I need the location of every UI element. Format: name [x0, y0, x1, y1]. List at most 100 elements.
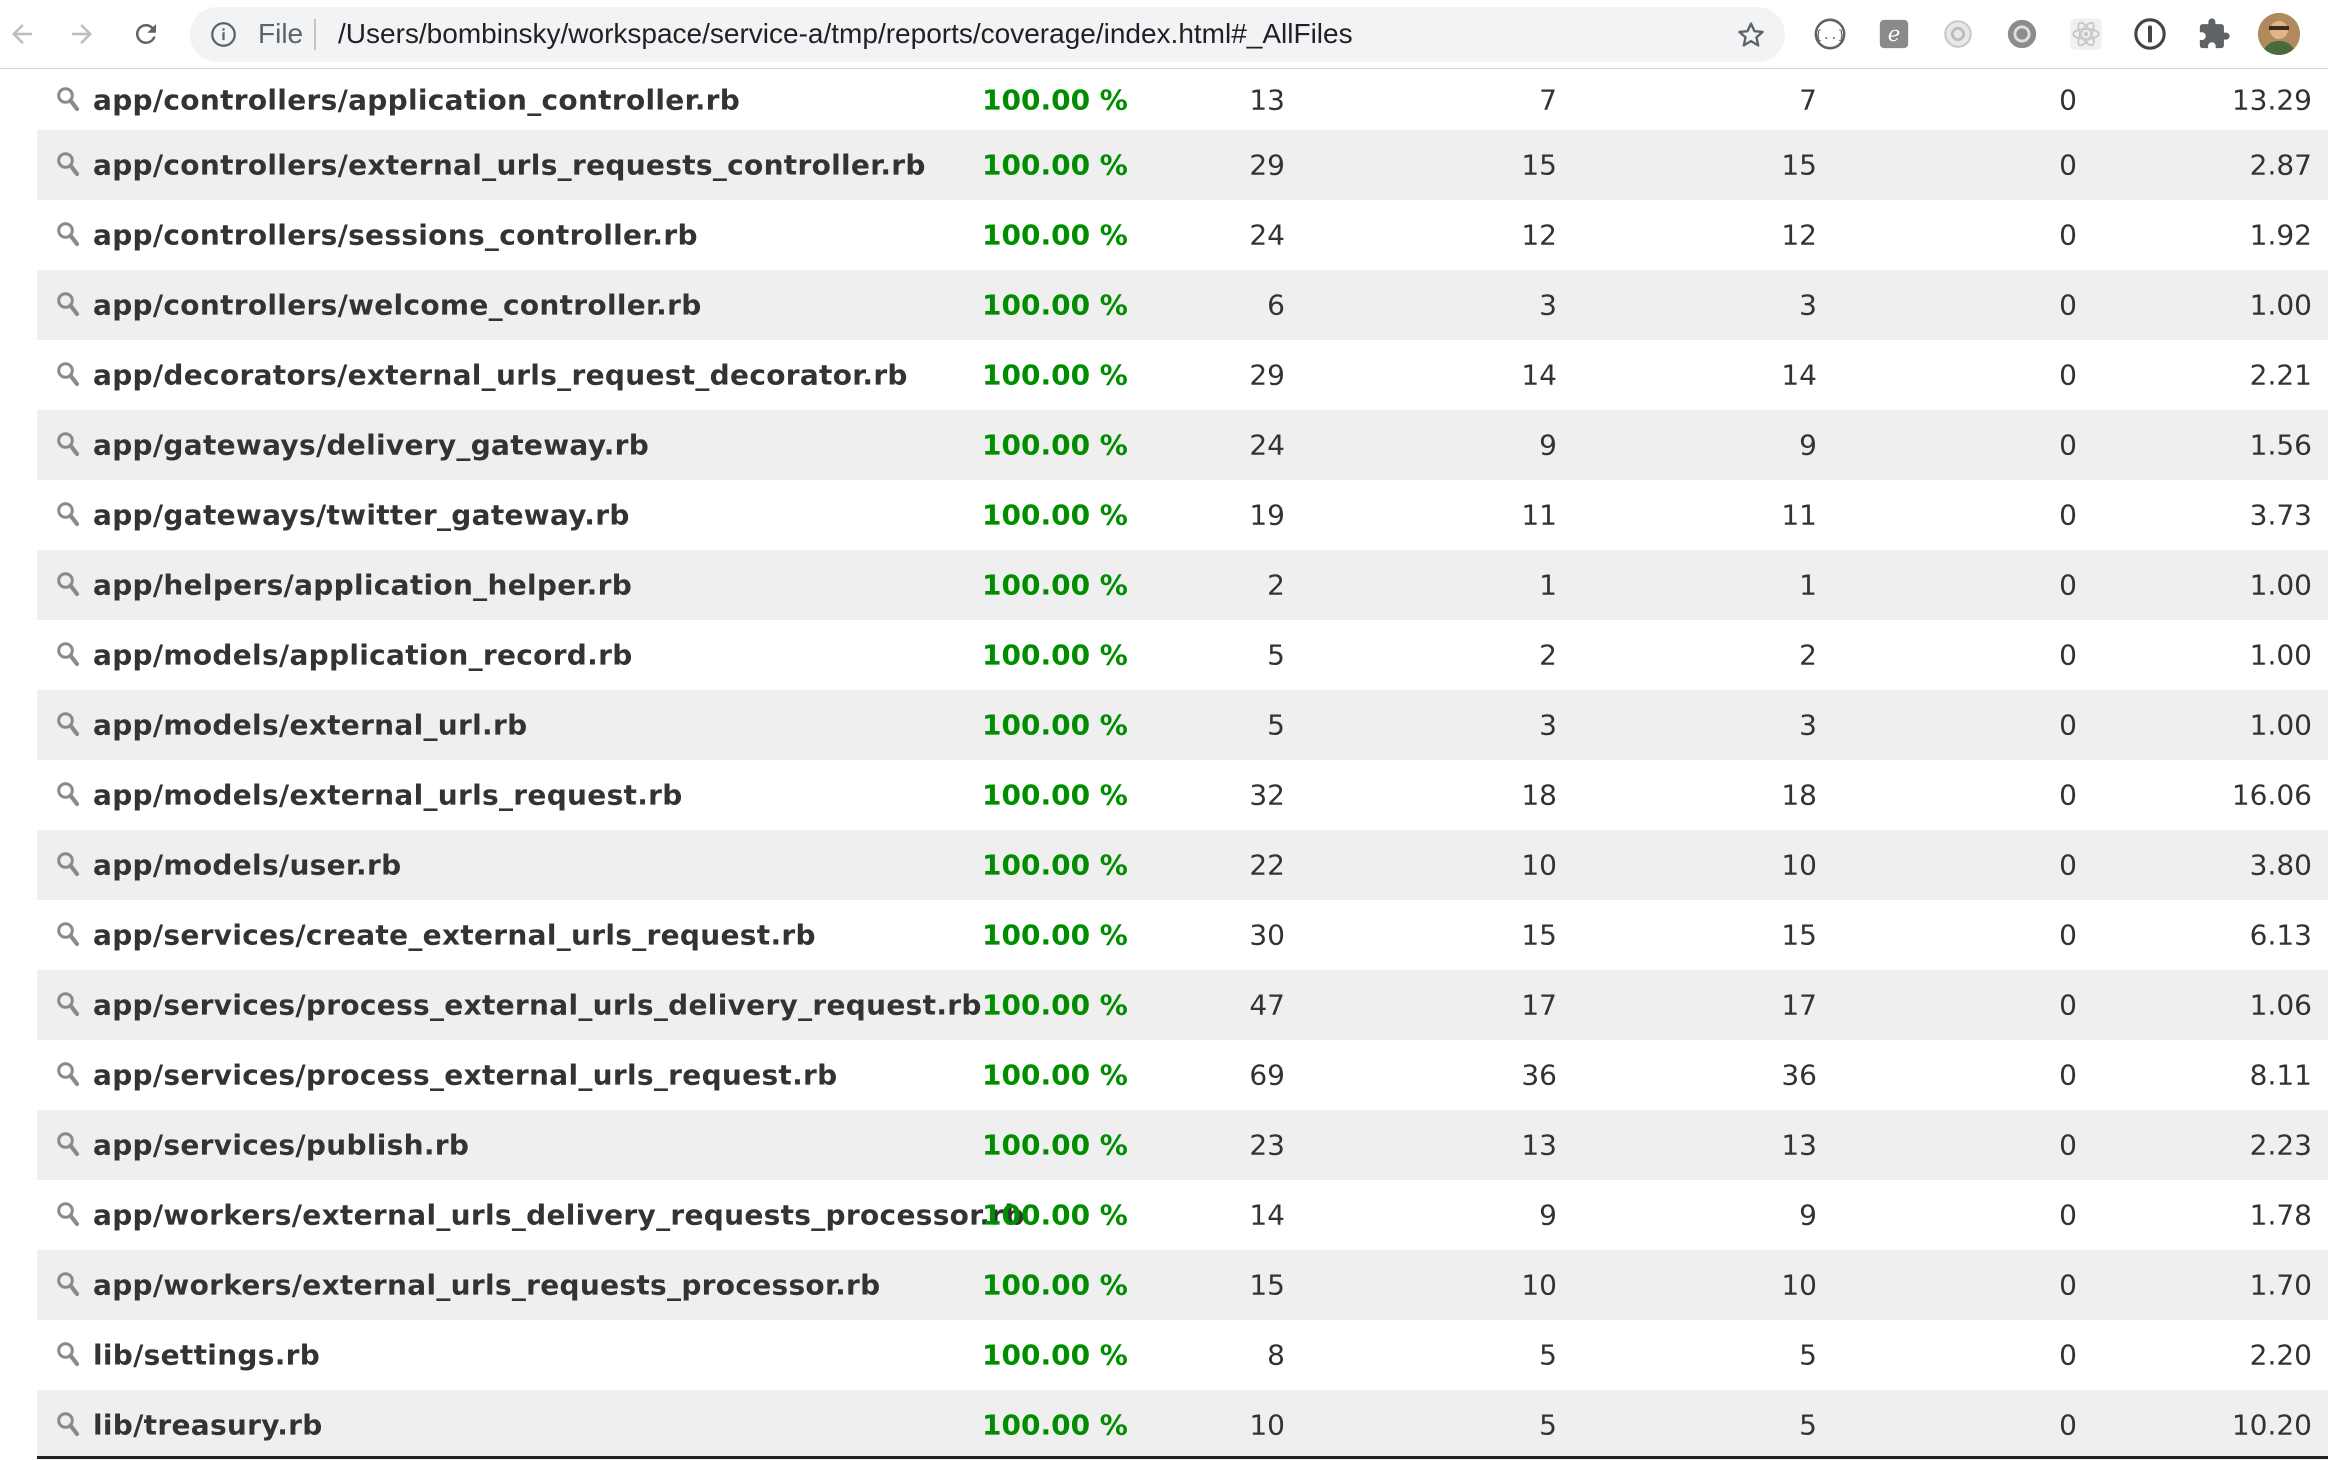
avg-hits-per-line: 6.13: [2249, 918, 2312, 952]
avg-hits-per-line: 1.56: [2249, 428, 2312, 462]
table-row[interactable]: app/decorators/external_urls_request_dec…: [37, 340, 2328, 410]
json-viewer-icon[interactable]: {..}: [1812, 16, 1848, 52]
relevant-lines: 7: [1539, 83, 1557, 116]
table-row[interactable]: lib/treasury.rb 100.00 % 10 5 5 0 10.20: [37, 1390, 2328, 1460]
magnifier-icon[interactable]: [56, 1201, 80, 1229]
coverage-percent: 100.00 %: [982, 1268, 1128, 1302]
table-row[interactable]: app/workers/external_urls_delivery_reque…: [37, 1180, 2328, 1250]
avg-hits-per-line: 1.06: [2249, 988, 2312, 1022]
relevant-lines: 14: [1521, 358, 1557, 392]
coverage-percent: 100.00 %: [982, 358, 1128, 392]
table-row[interactable]: app/services/process_external_urls_deliv…: [37, 970, 2328, 1040]
lines-count: 69: [1249, 1058, 1285, 1092]
table-row[interactable]: app/models/external_urls_request.rb 100.0…: [37, 760, 2328, 830]
magnifier-icon[interactable]: [56, 86, 80, 114]
file-name-link[interactable]: app/controllers/application_controller.r…: [93, 83, 741, 116]
file-name-link[interactable]: app/gateways/twitter_gateway.rb: [93, 498, 630, 532]
avg-hits-per-line: 10.20: [2231, 1408, 2312, 1442]
magnifier-icon[interactable]: [56, 571, 80, 599]
forward-button[interactable]: [60, 12, 104, 56]
theme-icon[interactable]: [2004, 16, 2040, 52]
table-row[interactable]: app/gateways/delivery_gateway.rb 100.00 %…: [37, 410, 2328, 480]
magnifier-icon[interactable]: [56, 361, 80, 389]
table-row[interactable]: app/helpers/application_helper.rb 100.00 …: [37, 550, 2328, 620]
table-row[interactable]: app/services/create_external_urls_reques…: [37, 900, 2328, 970]
coverage-table: app/controllers/application_controller.r…: [37, 69, 2328, 1460]
file-name-link[interactable]: app/services/publish.rb: [93, 1128, 470, 1162]
arrow-left-icon: [12, 24, 32, 44]
file-name-link[interactable]: app/workers/external_urls_requests_proce…: [93, 1268, 881, 1302]
table-row[interactable]: app/models/external_url.rb 100.00 % 5 3 3 0 1.…: [37, 690, 2328, 760]
react-devtools-icon[interactable]: [2068, 16, 2104, 52]
magnifier-icon[interactable]: [56, 921, 80, 949]
avg-hits-per-line: 3.73: [2249, 498, 2312, 532]
coverage-percent: 100.00 %: [982, 988, 1128, 1022]
file-name-link[interactable]: app/models/user.rb: [93, 848, 402, 882]
table-row[interactable]: lib/settings.rb 100.00 % 8 5 5 0 2.20: [37, 1320, 2328, 1390]
address-bar[interactable]: File /Users/bombinsky/workspace/service-…: [190, 7, 1785, 62]
reload-button[interactable]: [124, 12, 168, 56]
relevant-lines: 9: [1539, 1198, 1557, 1232]
file-name-link[interactable]: app/services/create_external_urls_reques…: [93, 918, 816, 952]
table-row[interactable]: app/gateways/twitter_gateway.rb 100.00 % 1…: [37, 480, 2328, 550]
info-icon[interactable]: [210, 21, 237, 48]
magnifier-icon[interactable]: [56, 501, 80, 529]
file-name-link[interactable]: app/services/process_external_urls_reque…: [93, 1058, 838, 1092]
camera-icon[interactable]: [1940, 16, 1976, 52]
file-name-link[interactable]: app/helpers/application_helper.rb: [93, 568, 633, 602]
missed-lines: 0: [2059, 778, 2077, 812]
magnifier-icon[interactable]: [56, 991, 80, 1019]
relevant-lines: 13: [1521, 1128, 1557, 1162]
magnifier-icon[interactable]: [56, 1411, 80, 1439]
file-name-link[interactable]: app/services/process_external_urls_deliv…: [93, 988, 982, 1022]
file-name-link[interactable]: app/models/external_urls_request.rb: [93, 778, 683, 812]
avatar[interactable]: [2258, 13, 2300, 55]
file-name-link[interactable]: app/controllers/external_urls_requests_c…: [93, 148, 926, 182]
table-row[interactable]: app/controllers/external_urls_requests_c…: [37, 130, 2328, 200]
magnifier-icon[interactable]: [56, 221, 80, 249]
password-manager-icon[interactable]: [2132, 16, 2168, 52]
file-name-link[interactable]: lib/settings.rb: [93, 1338, 321, 1372]
magnifier-icon[interactable]: [56, 151, 80, 179]
file-name-link[interactable]: lib/treasury.rb: [93, 1408, 323, 1442]
puzzle-icon[interactable]: [2196, 16, 2232, 52]
table-row[interactable]: app/models/user.rb 100.00 % 22 10 10 0 3.80: [37, 830, 2328, 900]
magnifier-icon[interactable]: [56, 431, 80, 459]
covered-lines: 18: [1781, 778, 1817, 812]
magnifier-icon[interactable]: [56, 1271, 80, 1299]
magnifier-icon[interactable]: [56, 291, 80, 319]
magnifier-icon[interactable]: [56, 1061, 80, 1089]
magnifier-icon[interactable]: [56, 1341, 80, 1369]
file-name-link[interactable]: app/models/application_record.rb: [93, 638, 633, 672]
table-row[interactable]: app/services/process_external_urls_reque…: [37, 1040, 2328, 1110]
magnifier-icon[interactable]: [56, 711, 80, 739]
file-name-link[interactable]: app/decorators/external_urls_request_dec…: [93, 358, 908, 392]
url-text[interactable]: /Users/bombinsky/workspace/service-a/tmp…: [338, 18, 1353, 49]
file-name-link[interactable]: app/controllers/welcome_controller.rb: [93, 288, 702, 322]
magnifier-icon[interactable]: [56, 781, 80, 809]
magnifier-icon[interactable]: [56, 1131, 80, 1159]
lines-count: 2: [1267, 568, 1285, 602]
file-name-link[interactable]: app/models/external_url.rb: [93, 708, 528, 742]
back-button[interactable]: [0, 12, 44, 56]
relevant-lines: 12: [1521, 218, 1557, 252]
table-row[interactable]: app/controllers/application_controller.r…: [37, 69, 2328, 130]
table-row[interactable]: app/controllers/welcome_controller.rb 100…: [37, 270, 2328, 340]
relevant-lines: 11: [1521, 498, 1557, 532]
avg-hits-per-line: 8.11: [2249, 1058, 2312, 1092]
table-row[interactable]: app/controllers/sessions_controller.rb 10…: [37, 200, 2328, 270]
bookmark-star-icon[interactable]: [1735, 19, 1767, 51]
relevant-lines: 15: [1521, 148, 1557, 182]
file-name-link[interactable]: app/controllers/sessions_controller.rb: [93, 218, 698, 252]
file-name-link[interactable]: app/gateways/delivery_gateway.rb: [93, 428, 650, 462]
table-row[interactable]: app/workers/external_urls_requests_proce…: [37, 1250, 2328, 1320]
evernote-icon[interactable]: e: [1876, 16, 1912, 52]
magnifier-icon[interactable]: [56, 641, 80, 669]
missed-lines: 0: [2059, 848, 2077, 882]
table-row[interactable]: app/models/application_record.rb 100.00 %…: [37, 620, 2328, 690]
magnifier-icon[interactable]: [56, 851, 80, 879]
file-name-link[interactable]: app/workers/external_urls_delivery_reque…: [93, 1198, 1025, 1232]
table-row[interactable]: app/services/publish.rb 100.00 % 23 13 13 0 2.…: [37, 1110, 2328, 1180]
missed-lines: 0: [2059, 918, 2077, 952]
lines-count: 6: [1267, 288, 1285, 322]
